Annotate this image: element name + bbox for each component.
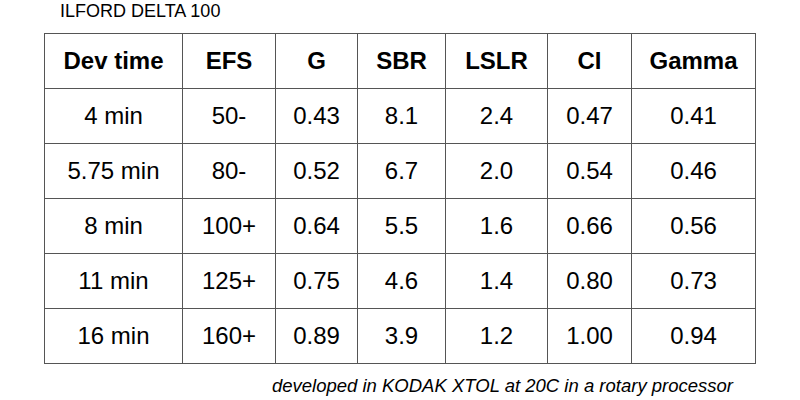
table-cell: 4.6 <box>358 254 446 309</box>
table-cell: 0.89 <box>276 309 358 364</box>
column-header: CI <box>548 34 632 89</box>
column-header: LSLR <box>446 34 548 89</box>
table-cell: 1.00 <box>548 309 632 364</box>
table-cell: 1.4 <box>446 254 548 309</box>
table-header-row: Dev timeEFSGSBRLSLRCIGamma <box>45 34 756 89</box>
table-cell: 8.1 <box>358 89 446 144</box>
table-cell: 0.43 <box>276 89 358 144</box>
table-header: Dev timeEFSGSBRLSLRCIGamma <box>45 34 756 89</box>
column-header: Dev time <box>45 34 183 89</box>
table-cell: 6.7 <box>358 144 446 199</box>
table-body: 4 min50-0.438.12.40.470.415.75 min80-0.5… <box>45 89 756 364</box>
table-cell: 3.9 <box>358 309 446 364</box>
column-header: SBR <box>358 34 446 89</box>
table-cell: 0.66 <box>548 199 632 254</box>
table-cell: 2.4 <box>446 89 548 144</box>
table-cell: 0.75 <box>276 254 358 309</box>
table-cell: 0.54 <box>548 144 632 199</box>
table-cell: 2.0 <box>446 144 548 199</box>
table-cell: 0.80 <box>548 254 632 309</box>
table-cell: 125+ <box>183 254 276 309</box>
table-cell: 1.6 <box>446 199 548 254</box>
table-cell: 160+ <box>183 309 276 364</box>
table-cell: 0.46 <box>632 144 756 199</box>
table-cell: 0.94 <box>632 309 756 364</box>
table-cell: 11 min <box>45 254 183 309</box>
table-cell: 80- <box>183 144 276 199</box>
table-row: 16 min160+0.893.91.21.000.94 <box>45 309 756 364</box>
page-title: ILFORD DELTA 100 <box>60 1 220 22</box>
table-cell: 5.5 <box>358 199 446 254</box>
table-cell: 0.64 <box>276 199 358 254</box>
column-header: G <box>276 34 358 89</box>
table-row: 4 min50-0.438.12.40.470.41 <box>45 89 756 144</box>
table-cell: 0.56 <box>632 199 756 254</box>
table-cell: 0.52 <box>276 144 358 199</box>
column-header: EFS <box>183 34 276 89</box>
table-cell: 16 min <box>45 309 183 364</box>
table-cell: 0.41 <box>632 89 756 144</box>
table-row: 5.75 min80-0.526.72.00.540.46 <box>45 144 756 199</box>
table-cell: 50- <box>183 89 276 144</box>
table-cell: 4 min <box>45 89 183 144</box>
development-data-table: Dev timeEFSGSBRLSLRCIGamma 4 min50-0.438… <box>44 33 756 364</box>
table-cell: 0.73 <box>632 254 756 309</box>
table-row: 8 min100+0.645.51.60.660.56 <box>45 199 756 254</box>
column-header: Gamma <box>632 34 756 89</box>
table-cell: 1.2 <box>446 309 548 364</box>
footnote: developed in KODAK XTOL at 20C in a rota… <box>272 375 733 397</box>
table-cell: 8 min <box>45 199 183 254</box>
table-cell: 100+ <box>183 199 276 254</box>
table-cell: 0.47 <box>548 89 632 144</box>
table-row: 11 min125+0.754.61.40.800.73 <box>45 254 756 309</box>
table-cell: 5.75 min <box>45 144 183 199</box>
